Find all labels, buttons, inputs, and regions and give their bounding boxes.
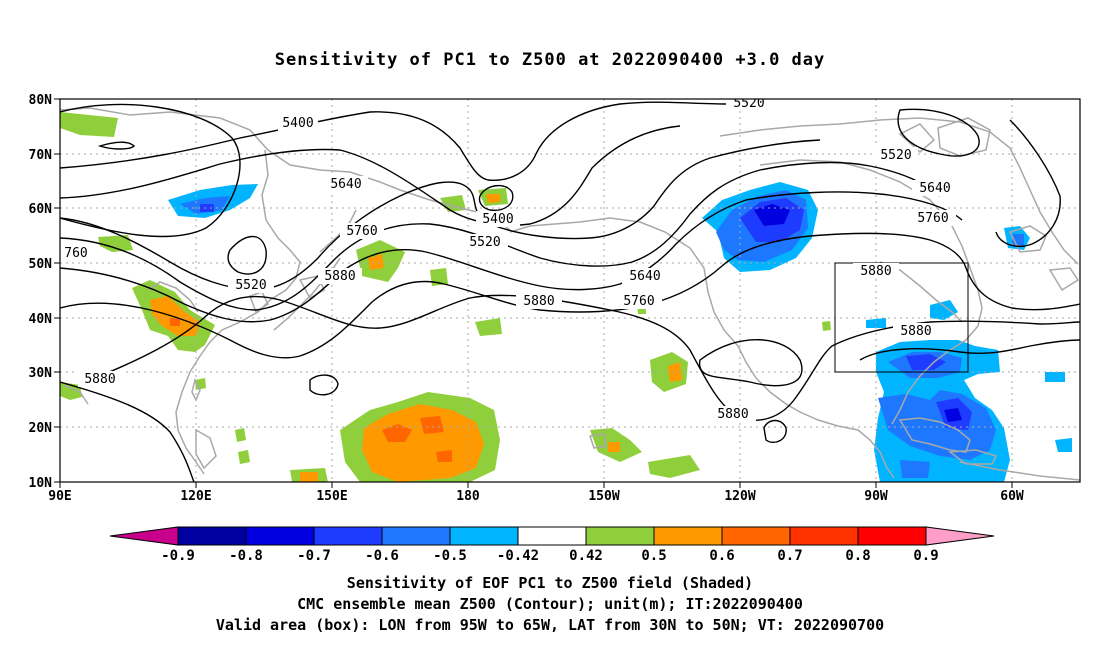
colorbar-box — [245, 526, 315, 546]
contour-label: 5880 — [84, 372, 115, 387]
contour-label: 5640 — [330, 177, 361, 192]
lon-label: 60W — [1000, 489, 1024, 504]
colorbar-label: -0.6 — [365, 548, 399, 564]
lat-label: 10N — [29, 476, 53, 491]
colorbar-label: -0.9 — [161, 548, 195, 564]
lon-label: 90W — [864, 489, 888, 504]
contour-label: 5400 — [482, 212, 513, 227]
lat-label: 70N — [29, 148, 53, 163]
lat-label: 80N — [29, 93, 53, 108]
caption-block: Sensitivity of EOF PC1 to Z500 field (Sh… — [0, 573, 1100, 636]
lat-label: 40N — [29, 312, 53, 327]
colorbar-label: 0.8 — [845, 548, 870, 564]
colorbar-label: -0.5 — [433, 548, 467, 564]
contour-label: 5520 — [235, 278, 266, 293]
colorbar-label: 0.7 — [777, 548, 802, 564]
lat-label: 60N — [29, 202, 53, 217]
contour-label: 5640 — [919, 181, 950, 196]
colorbar-label: -0.42 — [497, 548, 539, 564]
colorbar: -0.9 -0.8 -0.7 -0.6 -0.5 -0.42 0.42 0.5 0.6 0.7 0.… — [109, 526, 995, 564]
lat-label: 50N — [29, 257, 53, 272]
contour-label: 5520 — [469, 235, 500, 250]
latitude-axis: 80N 70N 60N 50N 40N 30N 20N 10N — [29, 93, 53, 491]
colorbar-label: 0.5 — [641, 548, 666, 564]
lon-label: 150E — [316, 489, 347, 504]
sensitivity-shading: 5400 5520 5520 5520 5640 5640 5640 5760 … — [60, 96, 1080, 482]
valid-area-box — [834, 262, 969, 373]
colorbar-right-arrow — [925, 526, 995, 546]
colorbar-box — [585, 526, 655, 546]
colorbar-label: 0.42 — [569, 548, 603, 564]
lon-label: 180 — [456, 489, 480, 504]
contour-label: 5520 — [880, 148, 911, 163]
contour-label: 5880 — [900, 324, 931, 339]
colorbar-label: 0.9 — [913, 548, 938, 564]
colorbar-box — [313, 526, 383, 546]
caption-line: CMC ensemble mean Z500 (Contour); unit(m… — [297, 595, 803, 613]
contour-label: 5760 — [346, 224, 377, 239]
colorbar-box — [381, 526, 451, 546]
plot-title: Sensitivity of PC1 to Z500 at 2022090400… — [274, 50, 826, 70]
plot-frame — [59, 98, 1081, 483]
colorbar-box — [449, 526, 519, 546]
colorbar-label: -0.7 — [297, 548, 331, 564]
colorbar-box — [177, 526, 247, 546]
lat-label: 30N — [29, 366, 53, 381]
longitude-axis: 90E 120E 150E 180 150W 120W 90W 60W — [48, 489, 1024, 504]
colorbar-box — [517, 526, 587, 546]
colorbar-box — [857, 526, 927, 546]
colorbar-box — [653, 526, 723, 546]
lon-label: 150W — [588, 489, 619, 504]
lon-label: 120W — [724, 489, 755, 504]
colorbar-label: -0.8 — [229, 548, 263, 564]
colorbar-label: 0.6 — [709, 548, 734, 564]
contour-label: 5400 — [282, 116, 313, 131]
contour-label: 5880 — [860, 264, 891, 279]
caption-line: Sensitivity of EOF PC1 to Z500 field (Sh… — [346, 574, 754, 592]
contour-label: 760 — [64, 246, 87, 261]
contour-labels: 5400 5520 5520 5520 5640 5640 5640 5760 … — [60, 96, 958, 422]
contour-label: 5760 — [917, 211, 948, 226]
lon-label: 120E — [180, 489, 211, 504]
caption-line: Valid area (box): LON from 95W to 65W, L… — [215, 616, 885, 634]
colorbar-left-arrow — [109, 526, 179, 546]
contour-label: 5760 — [623, 294, 654, 309]
coastlines — [60, 107, 1080, 481]
contour-label: 5520 — [733, 96, 764, 111]
colorbar-box — [721, 526, 791, 546]
colorbar-box — [789, 526, 859, 546]
z500-contours — [60, 101, 1080, 482]
contour-label: 5880 — [717, 407, 748, 422]
contour-label: 5880 — [523, 294, 554, 309]
lon-label: 90E — [48, 489, 71, 504]
contour-label: 5640 — [629, 269, 660, 284]
contour-label: 5880 — [324, 269, 355, 284]
lat-label: 20N — [29, 421, 53, 436]
